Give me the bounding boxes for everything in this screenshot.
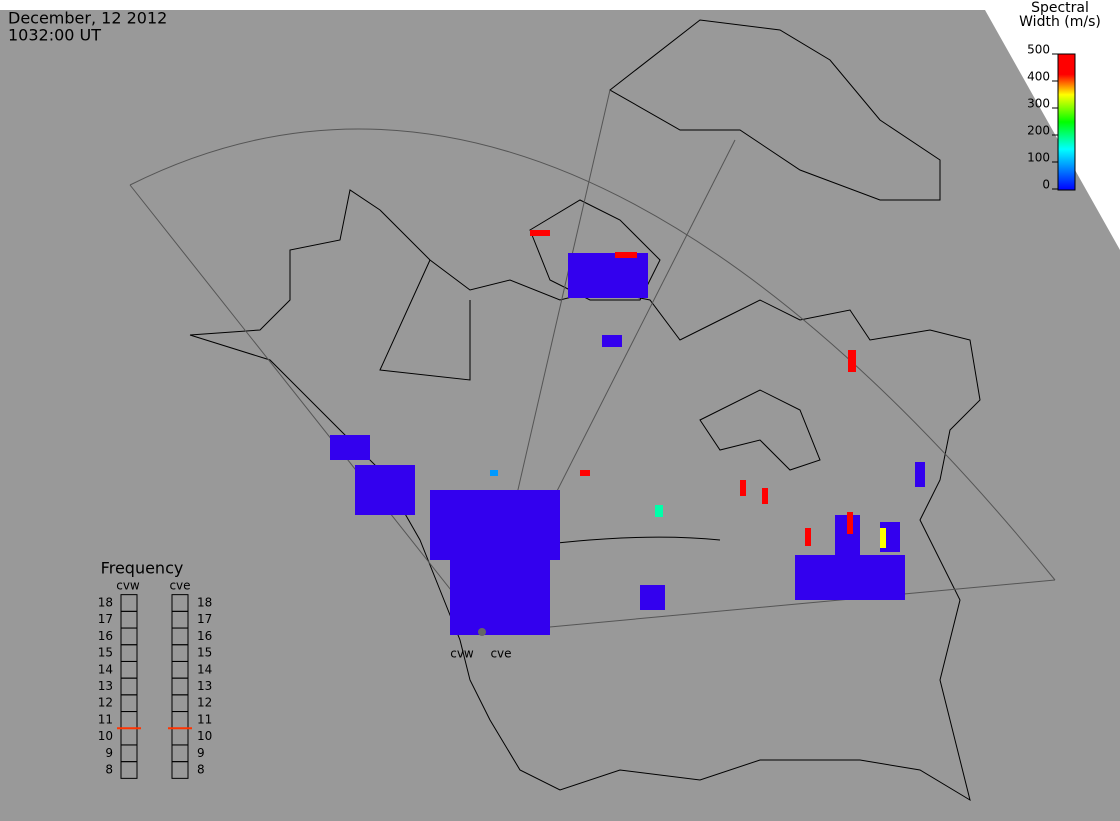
frequency-tick-label: 8 xyxy=(105,763,113,777)
colorbar-tick-label: 300 xyxy=(1027,97,1050,111)
frequency-box xyxy=(120,594,138,612)
frequency-tick-label: 13 xyxy=(98,679,113,693)
frequency-tick-label: 14 xyxy=(98,662,113,676)
colorbar-tick-label: 100 xyxy=(1027,151,1050,165)
station-label: cve xyxy=(490,647,511,661)
colorbar-tick-label: 0 xyxy=(1042,178,1050,192)
frequency-tick-label: 8 xyxy=(197,763,205,777)
colorbar-title: Spectral xyxy=(1031,0,1089,16)
station-dot xyxy=(478,628,486,636)
frequency-tick-label: 15 xyxy=(197,646,212,660)
frequency-tick-label: 17 xyxy=(197,612,212,626)
station-label: cvw xyxy=(450,647,474,661)
radar-echoes xyxy=(330,230,925,635)
coastlines xyxy=(189,19,981,802)
frequency-tick-label: 11 xyxy=(197,712,212,726)
radar-name: cvw xyxy=(116,579,140,593)
frequency-tick-label: 13 xyxy=(197,679,212,693)
radar-name: cve xyxy=(169,579,190,593)
frequency-tick-label: 9 xyxy=(197,746,205,760)
frequency-box xyxy=(171,594,189,612)
frequency-title: Frequency xyxy=(101,559,184,578)
colorbar xyxy=(1057,53,1076,191)
off-globe xyxy=(985,10,1120,250)
terminator xyxy=(1099,149,1120,196)
frequency-tick-label: 17 xyxy=(98,612,113,626)
colorbar-tick-label: 200 xyxy=(1027,124,1050,138)
frequency-tick-label: 9 xyxy=(105,746,113,760)
frequency-tick-label: 18 xyxy=(98,596,113,610)
colorbar-title: Width (m/s) xyxy=(1019,14,1101,30)
colorbar-tick-label: 400 xyxy=(1027,70,1050,84)
date: December, 12 2012 xyxy=(8,9,167,28)
frequency-tick-label: 16 xyxy=(197,629,212,643)
frequency-tick-label: 11 xyxy=(98,712,113,726)
frequency-tick-label: 18 xyxy=(197,596,212,610)
frequency-tick-label: 14 xyxy=(197,662,212,676)
frequency-tick-label: 12 xyxy=(98,696,113,710)
map-background xyxy=(0,10,1120,821)
frequency-tick-label: 16 xyxy=(98,629,113,643)
frequency-tick-label: 12 xyxy=(197,696,212,710)
colorbar-tick-label: 500 xyxy=(1027,43,1050,57)
time: 1032:00 UT xyxy=(8,26,101,45)
frequency-tick-label: 10 xyxy=(98,729,113,743)
frequency-tick-label: 10 xyxy=(197,729,212,743)
frequency-tick-label: 15 xyxy=(98,646,113,660)
